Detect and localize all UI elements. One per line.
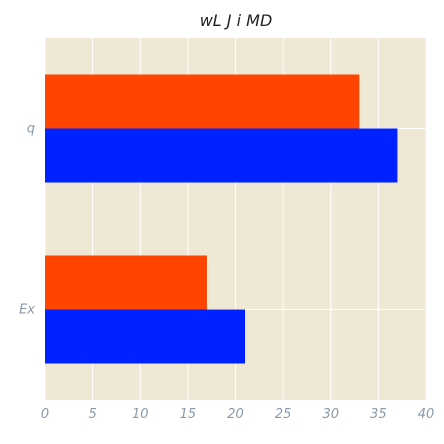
x-tick-label: 10 [132,407,149,422]
bars [45,74,398,364]
bar-ex-series-1 [45,255,207,310]
x-tick-label: 35 [370,407,387,422]
x-tick-label: 15 [180,407,197,422]
x-axis-ticks: 0 5 10 15 20 25 30 35 40 [41,407,434,422]
x-tick-label: 5 [88,407,96,422]
x-tick-label: 30 [322,407,339,422]
x-tick-label: 40 [418,407,435,422]
y-tick-label: q [27,122,35,137]
bar-ex-series-2 [45,309,246,364]
chart-title: wL J i MD [200,11,273,30]
y-axis-ticks: q Ex [19,122,35,318]
bar-q-series-1 [45,74,360,129]
x-tick-label: 0 [41,407,49,422]
bar-q-series-2 [45,128,398,183]
x-tick-label: 20 [227,407,244,422]
x-tick-label: 25 [275,407,292,422]
y-tick-label: Ex [19,303,35,318]
